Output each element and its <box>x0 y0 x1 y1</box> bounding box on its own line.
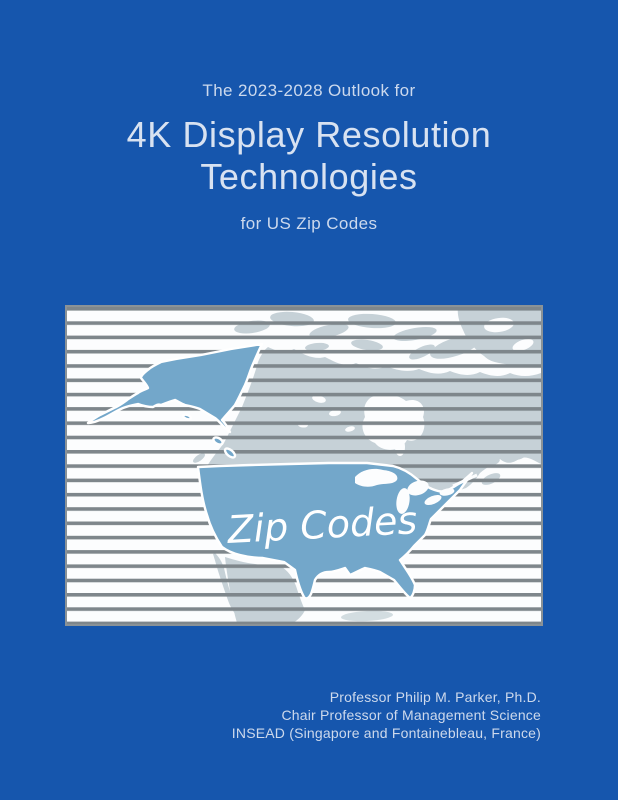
author-name: Professor Philip M. Parker, Ph.D. <box>329 689 541 705</box>
lake-michigan <box>396 488 410 514</box>
main-title-line-2: Technologies <box>200 156 418 197</box>
alaska-region <box>86 342 264 434</box>
north-america-map: Zip Codes <box>67 307 541 624</box>
alaska-island <box>223 447 237 459</box>
zip-codes-label: Zip Codes <box>225 498 418 552</box>
author-title: Chair Professor of Management Science <box>281 706 541 723</box>
series-title: The 2023-2028 Outlook for <box>202 81 416 100</box>
lake-huron <box>407 480 429 496</box>
lake-superior <box>355 468 398 487</box>
aleutian-island <box>181 413 193 421</box>
author-affiliation: INSEAD (Singapore and Fontainebleau, Fra… <box>231 724 541 741</box>
subtitle: for US Zip Codes <box>240 214 378 233</box>
lake-ontario <box>439 488 455 496</box>
map-panel: Zip Codes <box>65 305 543 626</box>
alaska-island <box>212 436 224 446</box>
main-title-line-1: 4K Display Resolution <box>126 114 492 155</box>
great-lakes-group <box>355 468 478 514</box>
author-block: Professor Philip M. Parker, Ph.D. Chair … <box>232 689 541 742</box>
st-lawrence-river <box>452 473 478 488</box>
lake-erie <box>424 494 442 506</box>
